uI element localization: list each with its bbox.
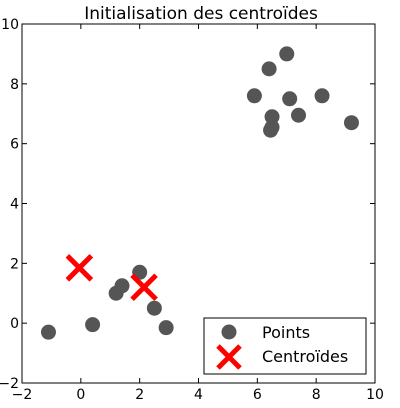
- data-point: [314, 88, 330, 104]
- data-point: [279, 46, 295, 62]
- data-point: [264, 109, 280, 125]
- y-tick-label: 6: [10, 137, 19, 153]
- points-layer: [40, 46, 359, 340]
- y-tick-label: 4: [10, 197, 19, 213]
- data-point: [40, 324, 56, 340]
- data-point: [146, 300, 162, 316]
- data-point: [263, 122, 279, 138]
- data-point: [282, 91, 298, 107]
- x-tick-label: 4: [194, 387, 203, 403]
- data-point: [343, 115, 359, 131]
- centroid-marker: [130, 273, 158, 302]
- x-tick-label: 0: [76, 387, 85, 403]
- x-tick-label: 8: [312, 387, 321, 403]
- legend-centroids-label: Centroïdes: [262, 347, 348, 366]
- legend-points-marker: [221, 324, 237, 340]
- x-tick-label: 10: [366, 387, 384, 403]
- data-point: [85, 317, 101, 333]
- chart-title: Initialisation des centroïdes: [84, 4, 318, 24]
- legend: Points Centroïdes: [203, 317, 367, 375]
- y-tick-label: 2: [10, 256, 19, 272]
- data-point: [291, 107, 307, 123]
- x-tick-label: 6: [253, 387, 262, 403]
- axis-ticks: −2 0 2 4 6 8 10 −2 0 2 4 6 8 10: [0, 17, 384, 403]
- y-tick-label: 10: [1, 17, 19, 33]
- y-tick-label: 0: [10, 316, 19, 332]
- x-tick-label: −2: [12, 387, 33, 403]
- x-tick-label: 2: [135, 387, 144, 403]
- y-tick-label: 8: [10, 77, 19, 93]
- data-point: [114, 278, 130, 294]
- data-point: [158, 320, 174, 336]
- centroids-layer: [65, 254, 158, 302]
- y-tick-label: −2: [0, 376, 19, 392]
- legend-centroids-marker: [216, 344, 242, 370]
- data-point: [246, 88, 262, 104]
- legend-points-label: Points: [262, 323, 310, 342]
- data-point: [261, 61, 277, 77]
- centroid-marker: [65, 254, 94, 282]
